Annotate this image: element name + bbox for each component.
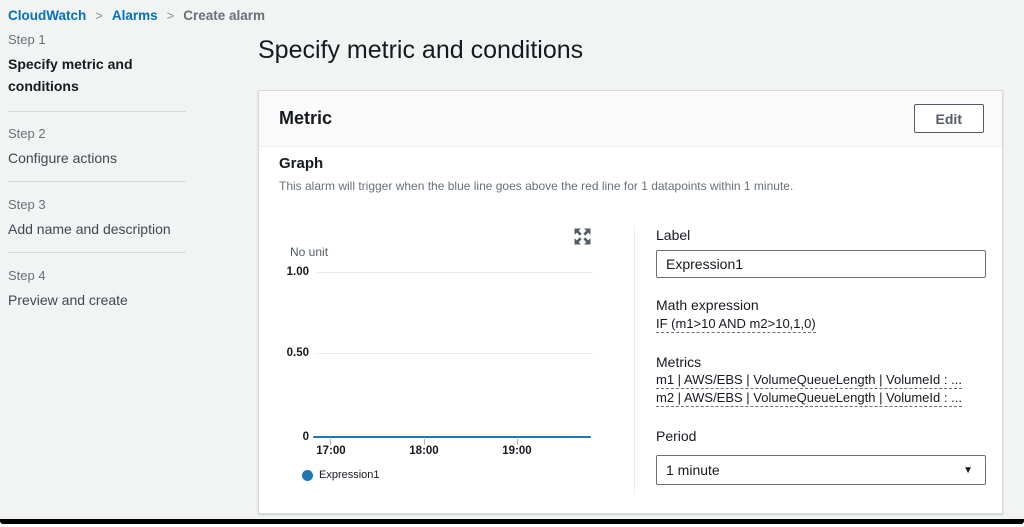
breadcrumb-cloudwatch[interactable]: CloudWatch: [8, 8, 87, 23]
step-1-specify-metric: Step 1 Specify metric and conditions: [8, 32, 190, 97]
expression1-line-series: [313, 436, 591, 438]
breadcrumb-alarms[interactable]: Alarms: [111, 8, 158, 23]
metric-m1-value[interactable]: m1 | AWS/EBS | VolumeQueueLength | Volum…: [656, 372, 962, 389]
x-axis-tick-mark: [330, 439, 331, 445]
x-axis-tick: 18:00: [409, 445, 439, 457]
metrics-label: Metrics: [656, 354, 702, 370]
step-title: Configure actions: [8, 150, 117, 166]
label-field-label: Label: [656, 227, 691, 243]
page-title: Specify metric and conditions: [258, 36, 584, 64]
period-select[interactable]: 1 minute ▼: [656, 455, 986, 485]
x-axis-tick: 17:00: [316, 445, 346, 457]
caret-down-icon: ▼: [963, 464, 973, 476]
step-3-add-name: Step 3 Add name and description: [8, 197, 190, 240]
period-label: Period: [656, 428, 697, 444]
gridline: [316, 353, 593, 354]
period-selected-value: 1 minute: [666, 462, 720, 478]
x-axis-tick-mark: [517, 439, 518, 445]
breadcrumb: CloudWatch > Alarms > Create alarm: [8, 8, 265, 23]
column-divider: [634, 226, 635, 494]
math-expression-label: Math expression: [656, 297, 759, 313]
graph-section-label: Graph: [279, 155, 324, 172]
step-number: Step 4: [8, 268, 46, 283]
gridline: [316, 272, 593, 273]
legend-label: Expression1: [319, 469, 380, 481]
step-4-preview-create: Step 4 Preview and create: [8, 268, 190, 311]
step-title: Add name and description: [8, 221, 171, 237]
step-divider: [8, 252, 186, 253]
step-number: Step 1: [8, 32, 46, 47]
math-expression-value[interactable]: IF (m1>10 AND m2>10,1,0): [656, 316, 816, 333]
step-number: Step 3: [8, 197, 46, 212]
chevron-right-icon: >: [166, 8, 175, 23]
y-axis-tick: 0: [302, 431, 309, 443]
metric-card: Metric Edit Graph This alarm will trigge…: [258, 90, 1003, 514]
chart-legend: Expression1: [302, 469, 380, 481]
breadcrumb-create-alarm: Create alarm: [183, 8, 266, 23]
expand-chart-icon[interactable]: [574, 228, 591, 245]
metric-m2-value[interactable]: m2 | AWS/EBS | VolumeQueueLength | Volum…: [656, 390, 962, 407]
metric-card-title: Metric: [279, 108, 333, 128]
step-number: Step 2: [8, 126, 46, 141]
edit-button[interactable]: Edit: [913, 104, 984, 133]
step-divider: [8, 181, 186, 182]
chevron-right-icon: >: [95, 8, 103, 23]
step-title: Preview and create: [8, 292, 128, 308]
graph-description: This alarm will trigger when the blue li…: [279, 179, 794, 193]
window-bottom-frame: [0, 519, 1024, 524]
step-title: Specify metric and conditions: [8, 56, 133, 94]
y-axis-tick: 1.00: [286, 266, 309, 278]
metric-card-header: Metric Edit: [259, 91, 1002, 147]
y-axis-tick: 0.50: [286, 347, 309, 359]
step-divider: [8, 111, 186, 112]
x-axis-tick: 19:00: [502, 445, 532, 457]
legend-dot-icon: [302, 469, 313, 481]
x-axis-tick-mark: [424, 439, 425, 445]
chart-unit-label: No unit: [290, 245, 329, 259]
step-2-configure-actions: Step 2 Configure actions: [8, 126, 190, 169]
label-input[interactable]: [656, 250, 986, 278]
